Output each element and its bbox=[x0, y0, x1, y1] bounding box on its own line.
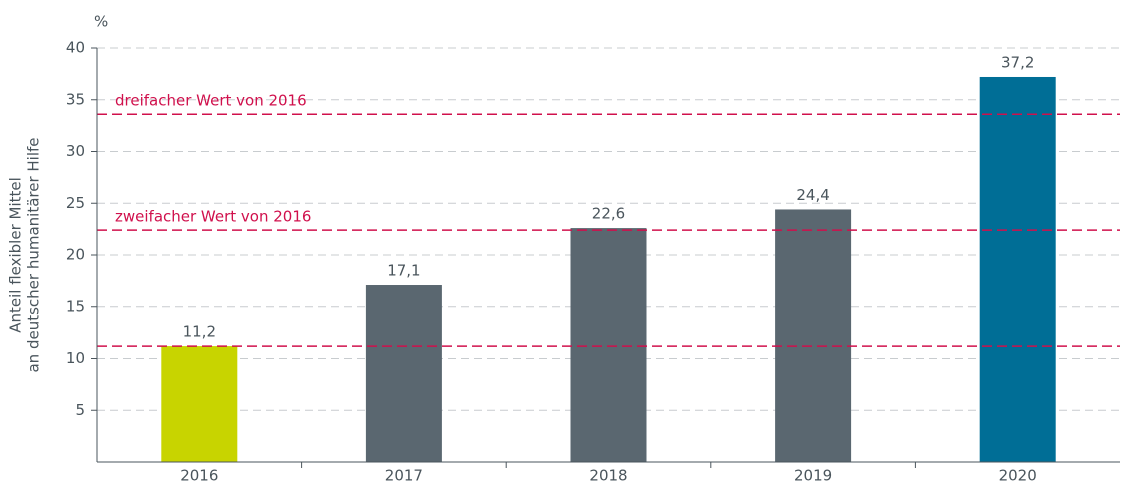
x-tick-label: 2018 bbox=[589, 467, 627, 482]
reference-label: zweifacher Wert von 2016 bbox=[115, 208, 311, 226]
data-label: 24,4 bbox=[796, 186, 829, 204]
bar bbox=[775, 209, 852, 462]
y-axis-title-line: Anteil flexibler Mittel bbox=[7, 177, 25, 333]
data-label: 22,6 bbox=[592, 205, 625, 223]
bar bbox=[161, 346, 238, 462]
y-tick-label: 15 bbox=[66, 297, 85, 315]
y-axis-title: Anteil flexibler Mittel an deutscher hum… bbox=[7, 137, 43, 372]
y-tick-label: 30 bbox=[66, 142, 85, 160]
y-tick-label: 20 bbox=[66, 246, 85, 264]
y-unit: % bbox=[94, 13, 108, 31]
y-tick-label: 40 bbox=[66, 39, 85, 57]
data-label: 17,1 bbox=[387, 262, 420, 280]
x-tick-label: 2019 bbox=[794, 467, 832, 482]
bar bbox=[365, 285, 442, 462]
y-tick-label: 10 bbox=[66, 349, 85, 367]
y-axis-title-line: an deutscher humanitärer Hilfe bbox=[25, 137, 43, 372]
data-label: 37,2 bbox=[1001, 53, 1034, 71]
y-tick-label: 35 bbox=[66, 90, 85, 108]
y-tick-label: 5 bbox=[75, 401, 85, 419]
reference-label: dreifacher Wert von 2016 bbox=[115, 92, 307, 110]
y-tick-label: 25 bbox=[66, 194, 85, 212]
bar bbox=[979, 76, 1056, 462]
x-tick-label: 2017 bbox=[385, 467, 423, 482]
x-tick-label: 2020 bbox=[999, 467, 1037, 482]
bar bbox=[570, 228, 647, 462]
data-label: 11,2 bbox=[183, 323, 216, 341]
x-tick-label: 2016 bbox=[180, 467, 218, 482]
